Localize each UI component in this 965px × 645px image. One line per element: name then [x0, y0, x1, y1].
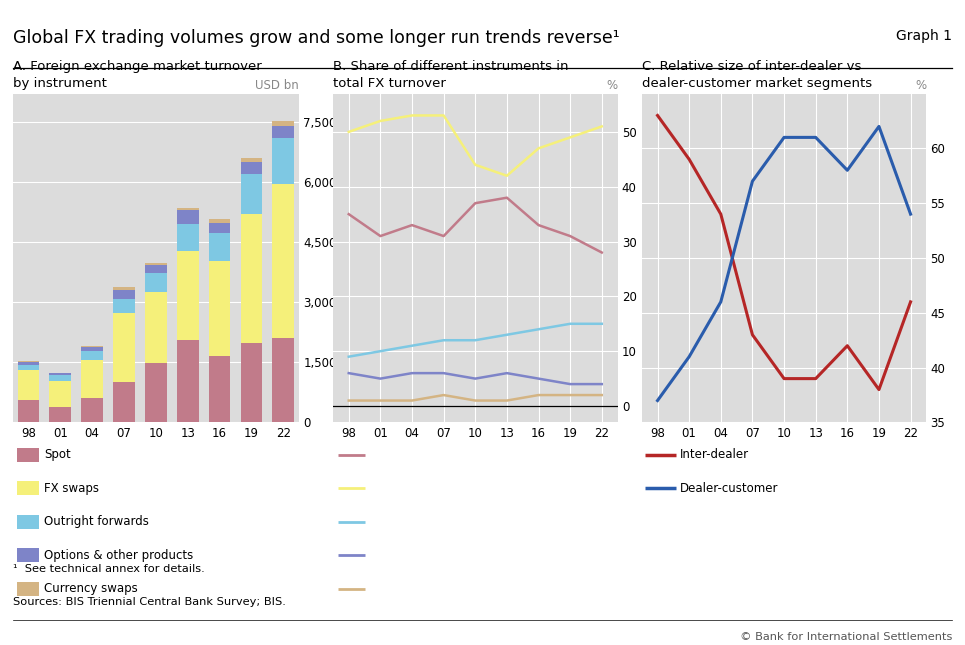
- Bar: [81, 346, 103, 352]
- Bar: [113, 313, 135, 382]
- Bar: [208, 223, 231, 233]
- Bar: [240, 342, 262, 422]
- Bar: [17, 362, 40, 365]
- Bar: [240, 158, 262, 163]
- Bar: [208, 233, 231, 261]
- Bar: [272, 121, 294, 126]
- Bar: [177, 210, 199, 224]
- Bar: [81, 360, 103, 397]
- Bar: [208, 356, 231, 422]
- Text: %: %: [606, 79, 618, 92]
- Bar: [49, 375, 71, 381]
- Bar: [145, 362, 167, 422]
- Bar: [177, 208, 199, 210]
- Bar: [113, 290, 135, 299]
- Text: FX swaps: FX swaps: [44, 482, 99, 495]
- Text: Graph 1: Graph 1: [896, 29, 952, 43]
- Bar: [145, 264, 167, 273]
- Bar: [49, 381, 71, 407]
- Text: C. Relative size of inter-dealer vs
dealer-customer market segments: C. Relative size of inter-dealer vs deal…: [642, 59, 871, 90]
- Text: Currency swaps: Currency swaps: [44, 582, 138, 595]
- Bar: [113, 299, 135, 313]
- Bar: [272, 126, 294, 138]
- Bar: [113, 382, 135, 422]
- Bar: [145, 292, 167, 362]
- Text: Options & other products: Options & other products: [44, 549, 194, 562]
- Bar: [240, 174, 262, 214]
- Text: Sources: BIS Triennial Central Bank Survey; BIS.: Sources: BIS Triennial Central Bank Surv…: [13, 597, 286, 607]
- Text: Outright forwards: Outright forwards: [44, 515, 150, 528]
- Text: Inter-dealer: Inter-dealer: [680, 448, 750, 461]
- Bar: [49, 373, 71, 375]
- Bar: [272, 184, 294, 338]
- Bar: [272, 138, 294, 184]
- Bar: [177, 224, 199, 251]
- Text: © Bank for International Settlements: © Bank for International Settlements: [740, 632, 952, 642]
- Text: B. Share of different instruments in
total FX turnover: B. Share of different instruments in tot…: [333, 59, 568, 90]
- Text: Global FX trading volumes grow and some longer run trends reverse¹: Global FX trading volumes grow and some …: [13, 29, 620, 47]
- Bar: [177, 341, 199, 422]
- Bar: [17, 400, 40, 422]
- Bar: [145, 273, 167, 292]
- Bar: [208, 219, 231, 223]
- Bar: [145, 263, 167, 264]
- Text: Dealer-customer: Dealer-customer: [680, 482, 779, 495]
- Text: USD bn: USD bn: [256, 79, 299, 92]
- Bar: [17, 365, 40, 370]
- Text: Spot: Spot: [44, 448, 71, 461]
- Bar: [81, 352, 103, 360]
- Bar: [49, 407, 71, 422]
- Bar: [240, 163, 262, 174]
- Bar: [177, 251, 199, 341]
- Bar: [17, 370, 40, 400]
- Bar: [208, 261, 231, 356]
- Bar: [272, 338, 294, 422]
- Bar: [240, 214, 262, 342]
- Text: %: %: [915, 79, 926, 92]
- Text: A. Foreign exchange market turnover
by instrument: A. Foreign exchange market turnover by i…: [13, 59, 262, 90]
- Bar: [113, 287, 135, 290]
- Bar: [81, 397, 103, 422]
- Text: ¹  See technical annex for details.: ¹ See technical annex for details.: [13, 564, 205, 575]
